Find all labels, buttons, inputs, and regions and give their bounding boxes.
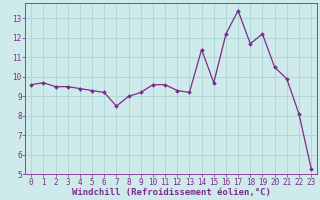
X-axis label: Windchill (Refroidissement éolien,°C): Windchill (Refroidissement éolien,°C): [72, 188, 271, 197]
